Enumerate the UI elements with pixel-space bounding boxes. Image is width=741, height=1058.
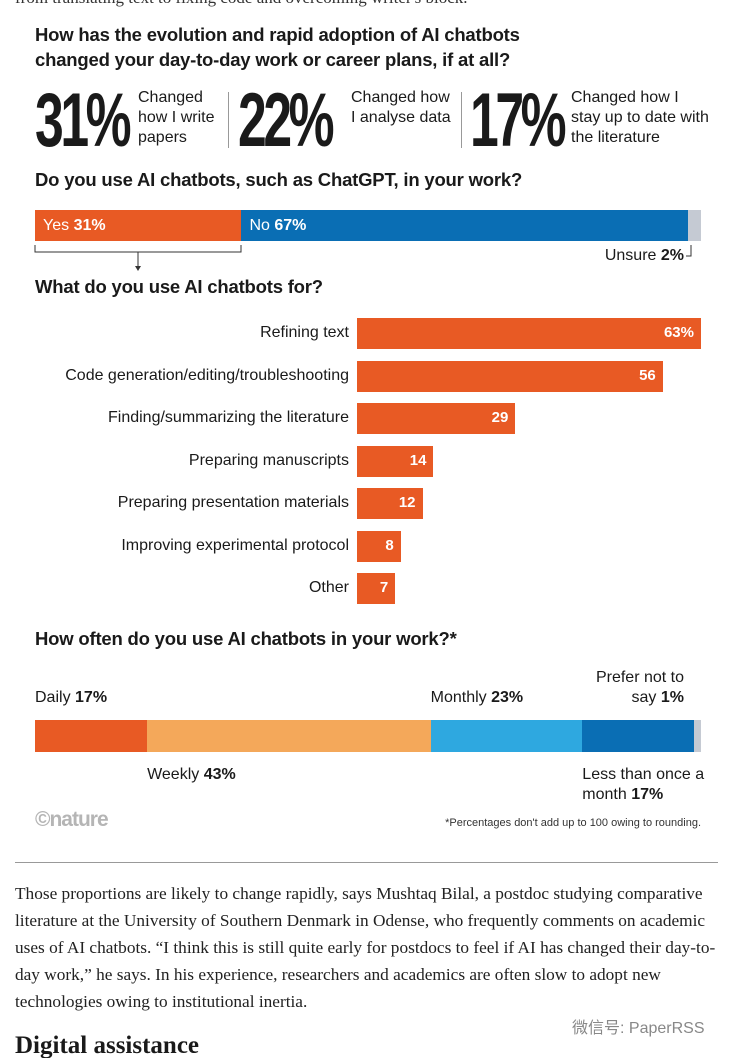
segment-label: Yes 31% <box>43 216 106 236</box>
bar-segment <box>35 720 148 752</box>
value-label: 63% <box>663 324 694 341</box>
value-label: 1% <box>660 689 684 706</box>
segment-label: Monthly 23% <box>431 688 524 708</box>
value-label: 43% <box>203 766 236 783</box>
stat-label: Changed how I analyse data <box>351 89 451 126</box>
bar <box>357 530 401 562</box>
value-label: 17% <box>631 786 664 803</box>
bar-segment <box>241 210 688 241</box>
bar <box>357 360 663 392</box>
separator <box>228 92 229 148</box>
series-name: No <box>249 217 270 234</box>
bar <box>357 318 701 349</box>
series-name: Monthly <box>430 689 487 706</box>
value-label: 7 <box>379 579 389 596</box>
value-label: 12 <box>398 494 416 511</box>
value-label: 2% <box>660 247 684 264</box>
series-name: Yes <box>43 217 70 234</box>
stat-value: 17% <box>470 78 567 163</box>
category-label: Preparing manuscripts <box>188 451 349 469</box>
footnote: *Percentages don't add up to 100 owing t… <box>445 817 701 829</box>
value-label: 67% <box>274 217 307 234</box>
stat-value: 31% <box>35 78 132 163</box>
segment-label: Daily 17% <box>35 688 107 708</box>
series-name: Unsure <box>604 247 657 264</box>
series-name: Weekly <box>147 766 200 783</box>
value-label: 31% <box>73 217 106 234</box>
value-label: 56 <box>639 366 656 384</box>
value-label: 17% <box>75 689 108 706</box>
series-name: Prefer not to say <box>595 669 684 706</box>
chart-title: Do you use AI chatbots, such as ChatGPT,… <box>35 169 523 190</box>
category-label: Refining text <box>260 324 349 341</box>
segment-label: Unsure 2% <box>605 246 684 266</box>
paragraph: Those proportions are likely to change r… <box>15 884 716 1011</box>
bar-segment <box>430 720 583 752</box>
chart-title: What do you use AI chatbots for? <box>35 276 323 297</box>
segment-label: No 67% <box>249 216 306 236</box>
watermark: 微信号: PaperRSS <box>572 1014 705 1038</box>
value-label: 23% <box>491 689 524 706</box>
stat-label: Changed how I stay up to date with the l… <box>571 89 709 146</box>
stat-label: Changed how I write papers <box>138 89 215 146</box>
bar-segment <box>147 720 431 752</box>
chart-title: How has the evolution and rapid adoption… <box>35 24 520 70</box>
value-label: 29 <box>491 409 509 426</box>
heading: Digital assistance <box>15 1032 200 1058</box>
source-logo: ©nature <box>35 808 109 831</box>
bracket <box>34 245 692 271</box>
bar <box>357 445 434 477</box>
bar-segment <box>694 720 701 752</box>
bar <box>357 403 516 434</box>
bar-segment <box>582 720 695 752</box>
segment-label: Less than once a month 17% <box>582 765 712 805</box>
category-label: Finding/summarizing the literature <box>108 409 349 426</box>
segment-label: Weekly 43% <box>147 765 236 785</box>
category-label: Improving experimental protocol <box>121 536 349 554</box>
value-label: 14 <box>409 451 427 469</box>
intro-tail: from translating text to fixing code and… <box>15 0 468 8</box>
chart-title: How often do you use AI chatbots in your… <box>35 628 457 649</box>
bar <box>357 488 423 519</box>
bar-segment <box>35 210 242 241</box>
separator <box>461 92 462 148</box>
category-label: Preparing presentation materials <box>117 494 349 511</box>
segment-label: Prefer not to say 1% <box>584 668 684 708</box>
category-label: Code generation/editing/troubleshooting <box>65 366 349 384</box>
stat-value: 22% <box>238 78 335 163</box>
series-name: Less than once a month <box>582 766 705 803</box>
bar <box>357 573 396 604</box>
category-label: Other <box>308 579 349 596</box>
value-label: 8 <box>385 536 394 554</box>
bar-segment <box>687 210 701 241</box>
divider <box>15 862 718 863</box>
series-name: Daily <box>35 689 71 706</box>
